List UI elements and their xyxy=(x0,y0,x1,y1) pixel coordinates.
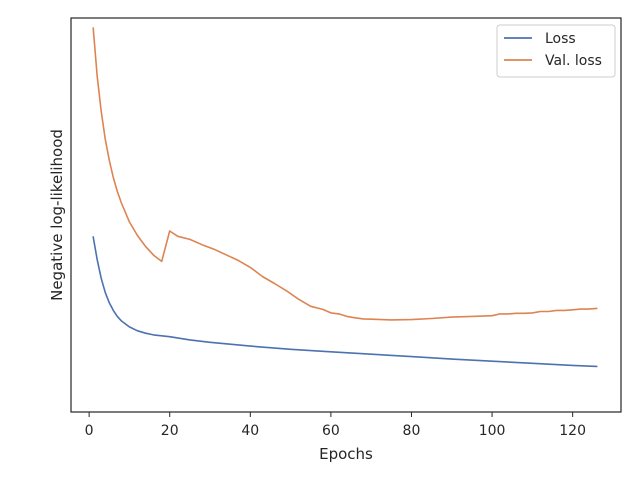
plot-area xyxy=(92,27,598,368)
legend-label-1: Loss xyxy=(545,31,576,47)
series-line-1 xyxy=(92,236,598,368)
y-axis-label: Negative log-likelihood xyxy=(48,129,66,301)
x-axis-label: Epochs xyxy=(319,445,373,463)
x-tick-label: 80 xyxy=(403,423,421,439)
x-tick-label: 120 xyxy=(559,423,586,439)
x-tick-label: 60 xyxy=(322,423,340,439)
x-tick-label: 100 xyxy=(479,423,506,439)
plot-frame xyxy=(70,17,622,413)
x-tick-label: 0 xyxy=(85,423,94,439)
legend: Loss Val. loss xyxy=(496,24,616,78)
x-tick-label: 40 xyxy=(241,423,259,439)
legend-label-2: Val. loss xyxy=(545,53,602,69)
axes: 0 20 40 60 80 100 120 Epochs Negative log-likeli… xyxy=(48,17,622,463)
x-tick-label: 20 xyxy=(161,423,179,439)
series-line-2 xyxy=(92,27,598,321)
